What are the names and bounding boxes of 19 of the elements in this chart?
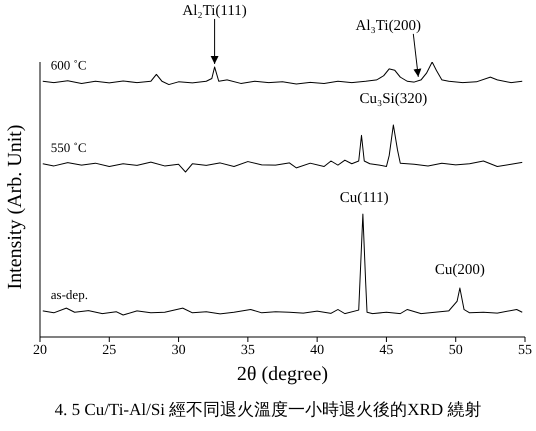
x-axis-title: 2θ (degree)	[236, 363, 328, 385]
x-tick-label: 25	[102, 342, 116, 358]
annotation: Cu(111)	[340, 190, 389, 206]
x-tick-label: 50	[448, 342, 463, 358]
x-tick-label: 20	[33, 342, 47, 358]
x-tick-label: 55	[518, 342, 532, 358]
series-label: 550 ˚C	[50, 140, 87, 155]
x-tick-label: 40	[310, 342, 324, 358]
annotation: Al₂Ti(111)	[182, 2, 247, 19]
series-label: as-dep.	[50, 286, 88, 302]
y-axis-title: Intensity (Arb. Unit)	[4, 124, 26, 290]
annotation: Cu₃Si(320)	[359, 90, 428, 107]
x-tick-label: 45	[379, 342, 394, 358]
series-label: 600 ˚C	[50, 57, 87, 72]
x-tick-label: 30	[172, 342, 186, 358]
annotation: Al₃Ti(200)	[356, 18, 422, 34]
text: 4. 5 Cu/Ti-Al/Si 經不同退火溫度一小時退火後的XRD 繞射	[54, 399, 482, 421]
x-tick-label: 35	[240, 342, 255, 358]
annotation: Cu(200)	[434, 262, 485, 278]
